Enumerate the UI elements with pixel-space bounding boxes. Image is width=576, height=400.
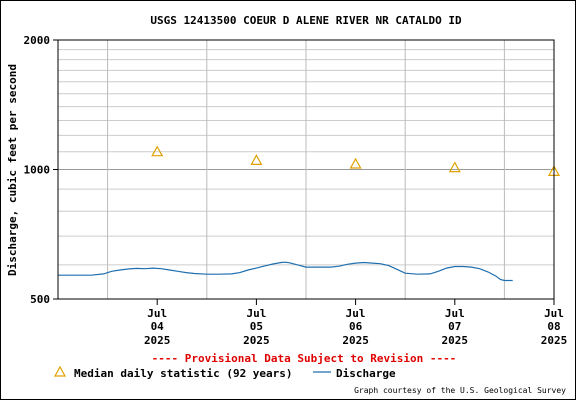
- y-tick-label: 2000: [24, 34, 51, 47]
- x-tick-year: 2025: [342, 334, 369, 347]
- x-tick-year: 2025: [541, 334, 568, 347]
- x-tick-day: 06: [349, 320, 363, 333]
- x-tick-year: 2025: [243, 334, 270, 347]
- median-point: [448, 161, 461, 173]
- legend-median-label: Median daily statistic (92 years): [74, 367, 293, 380]
- x-tick-day: 08: [547, 320, 560, 333]
- x-tick-day: 04: [151, 320, 165, 333]
- y-tick-label: 1000: [24, 164, 51, 177]
- x-axis-ticks: Jul042025Jul052025Jul062025Jul072025Jul0…: [144, 299, 567, 347]
- y-axis-ticks: 500 1000 2000: [24, 34, 58, 306]
- x-tick-year: 2025: [442, 334, 469, 347]
- discharge-line: [58, 261, 513, 282]
- chart-title: USGS 12413500 COEUR D ALENE RIVER NR CAT…: [150, 14, 462, 27]
- x-tick-month: Jul: [346, 307, 366, 320]
- median-point: [151, 145, 164, 157]
- usgs-credit: Graph courtesy of the U.S. Geological Su…: [354, 386, 566, 395]
- x-tick-month: Jul: [246, 307, 266, 320]
- median-point: [349, 157, 362, 169]
- x-tick-year: 2025: [144, 334, 171, 347]
- median-point: [250, 154, 263, 165]
- x-tick-month: Jul: [445, 307, 465, 320]
- x-tick-month: Jul: [544, 307, 564, 320]
- x-tick-day: 05: [250, 320, 263, 333]
- x-tick-day: 07: [448, 320, 461, 333]
- legend-discharge-label: Discharge: [336, 367, 396, 380]
- grid-lines: [58, 39, 554, 300]
- provisional-notice: ---- Provisional Data Subject to Revisio…: [152, 352, 457, 365]
- x-tick-month: Jul: [147, 307, 167, 320]
- legend-median-triangle-icon: [53, 365, 67, 377]
- y-axis-label: Discharge, cubic feet per second: [6, 64, 19, 276]
- plot-area-border: [57, 39, 555, 300]
- legend: Median daily statistic (92 years) Discha…: [53, 365, 396, 380]
- chart-series: [58, 145, 561, 282]
- y-tick-label: 500: [30, 293, 50, 306]
